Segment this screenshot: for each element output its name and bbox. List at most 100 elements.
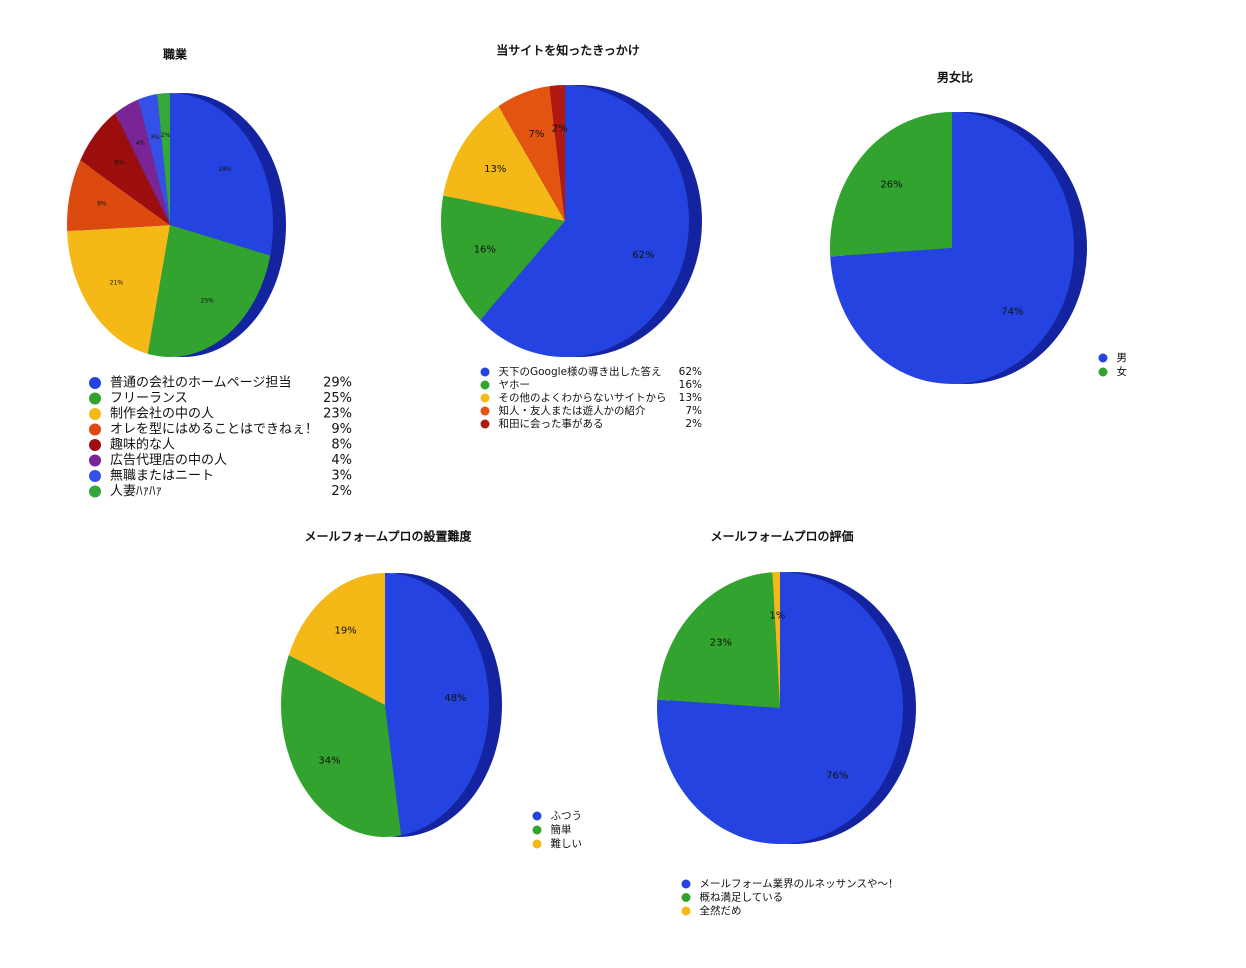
legend-swatch xyxy=(480,380,490,390)
pie-slice xyxy=(280,654,402,837)
pie-slice xyxy=(147,225,271,357)
pie-slice xyxy=(67,225,170,354)
pie-chart: 男女比 74% 26% 男女 xyxy=(830,70,1128,384)
legend-label: フリーランス xyxy=(110,391,188,406)
slice-label: 21% xyxy=(110,279,124,286)
slice-label: 25% xyxy=(201,298,215,305)
pie-slice xyxy=(441,195,565,321)
slice-label: 76% xyxy=(826,770,848,781)
legend-swatch xyxy=(89,470,101,482)
legend-label: 人妻ﾊｧﾊｧ xyxy=(110,484,162,499)
legend-swatch xyxy=(480,419,490,429)
legend-label: 知人・友人または遊人かの紹介 xyxy=(499,404,646,417)
legend-value: 8% xyxy=(331,438,352,453)
pie-slice xyxy=(443,106,565,221)
legend-label: メールフォーム業界のルネッサンスや〜！ xyxy=(700,877,899,890)
legend-value: 3% xyxy=(331,469,352,484)
legend-swatch xyxy=(681,879,691,889)
legend-label: 普通の会社のホームページ担当 xyxy=(110,375,291,391)
legend-label: オレを型にはめることはできねぇ！ xyxy=(110,422,318,437)
slice-label: 9% xyxy=(97,201,107,208)
pie-slice xyxy=(480,85,690,357)
legend-value: 9% xyxy=(331,422,352,437)
legend-value: 2% xyxy=(685,418,702,430)
legend-swatch xyxy=(89,439,101,451)
legend-label: 男 xyxy=(1117,352,1128,364)
legend-label: 全然だめ xyxy=(700,904,742,917)
pie-chart: メールフォームプロの評価 76% 23% 1% メールフォーム業界のルネッサンスや〜！概… xyxy=(657,529,916,917)
slice-label: 3% xyxy=(150,134,160,141)
slice-label: 7% xyxy=(529,129,545,140)
pie-slice xyxy=(830,112,952,257)
chart-title: メールフォームプロの評価 xyxy=(711,529,854,544)
legend-swatch xyxy=(1098,353,1108,363)
legend-label: 難しい xyxy=(551,837,583,850)
slice-label: 19% xyxy=(334,625,356,636)
legend-swatch xyxy=(532,825,542,835)
legend-label: 女 xyxy=(1117,365,1128,378)
slice-label: 29% xyxy=(218,166,232,173)
legend-value: 25% xyxy=(323,391,352,406)
legend-swatch xyxy=(480,406,490,416)
pie-slice xyxy=(288,573,385,705)
pie-slice xyxy=(115,99,170,225)
legend-swatch xyxy=(89,423,101,436)
legend-value: 4% xyxy=(331,453,352,468)
legend-swatch xyxy=(89,392,101,405)
legend-label: 天下のGoogle様の導き出した答え xyxy=(499,365,662,378)
pie-slice xyxy=(67,160,170,232)
pie-slice xyxy=(772,572,780,708)
legend-label: ヤホー xyxy=(499,379,531,391)
legend-swatch xyxy=(89,377,101,389)
slice-label: 8% xyxy=(115,160,125,167)
pie-slice xyxy=(830,112,1074,384)
legend-swatch xyxy=(89,485,101,498)
legend-label: 制作会社の中の人 xyxy=(110,406,214,422)
pie-slice xyxy=(549,85,565,221)
legend-value: 13% xyxy=(679,392,702,404)
slice-label: 1% xyxy=(769,611,785,622)
pie-slice xyxy=(80,113,170,225)
legend-label: 趣味的な人 xyxy=(110,437,175,453)
pie-slice xyxy=(170,93,273,256)
legend-value: 16% xyxy=(679,379,702,391)
legend-swatch xyxy=(89,454,101,467)
pie-slice xyxy=(157,93,170,225)
chart-title: 当サイトを知ったきっかけ xyxy=(496,43,640,58)
slice-label: 23% xyxy=(710,638,732,649)
slice-label: 16% xyxy=(474,245,496,256)
slice-label: 2% xyxy=(552,124,568,135)
legend-swatch xyxy=(89,408,101,420)
legend-swatch xyxy=(532,839,542,849)
legend-label: 概ね満足している xyxy=(700,891,784,904)
legend-swatch xyxy=(480,367,490,377)
legend-value: 23% xyxy=(323,407,352,422)
chart-title: メールフォームプロの設置難度 xyxy=(305,529,473,544)
legend-value: 62% xyxy=(679,366,702,378)
slice-label: 4% xyxy=(136,140,146,147)
slice-label: 13% xyxy=(484,164,506,175)
legend-label: 無職またはニート xyxy=(110,469,214,484)
chart-title: 職業 xyxy=(163,47,188,62)
legend-swatch xyxy=(480,393,490,403)
pie-slice xyxy=(657,572,780,708)
legend-swatch xyxy=(681,906,691,916)
legend-swatch xyxy=(681,893,691,902)
slice-label: 62% xyxy=(632,250,654,261)
pie-slice xyxy=(498,86,565,221)
legend-label: 広告代理店の中の人 xyxy=(110,453,227,468)
legend-swatch xyxy=(532,811,542,821)
slice-label: 26% xyxy=(880,180,902,191)
pie-slice xyxy=(385,573,490,836)
slice-label: 34% xyxy=(318,756,340,767)
pie-slice xyxy=(138,94,170,225)
legend-value: 29% xyxy=(323,376,352,391)
legend-swatch xyxy=(1098,367,1108,377)
legend-label: 和田に会った事がある xyxy=(499,417,604,430)
legend-value: 7% xyxy=(685,405,702,417)
chart-title: 男女比 xyxy=(937,70,973,85)
